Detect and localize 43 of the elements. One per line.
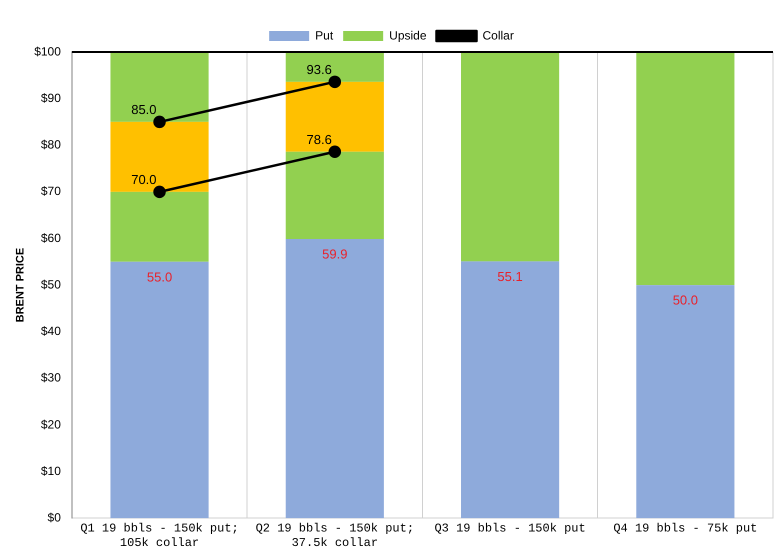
data-label: 70.0 <box>131 172 157 187</box>
y-tick-label: $60 <box>40 230 62 245</box>
y-tick-label: $90 <box>40 90 62 105</box>
bar <box>110 52 209 122</box>
data-label: 50.0 <box>672 292 698 308</box>
bar <box>110 262 209 518</box>
bar <box>636 285 734 518</box>
x-tick-label: Q3 19 bbls - 150k put <box>434 522 586 536</box>
legend-label: Collar <box>482 28 514 42</box>
point <box>153 186 166 198</box>
bar <box>110 122 209 192</box>
x-tick-label: Q1 19 bbls - 150k put; 105k collar <box>80 522 239 550</box>
y-tick-label: $0 <box>48 510 62 525</box>
y-tick-label: $80 <box>40 138 62 152</box>
x-tick-label: Q4 19 bbls - 75k put <box>613 522 758 536</box>
bar <box>286 238 384 518</box>
bar <box>461 52 560 262</box>
bar <box>286 152 384 239</box>
point <box>153 116 166 128</box>
legend-label: Upside <box>389 28 427 42</box>
data-label: 59.9 <box>322 246 348 262</box>
data-label: 78.6 <box>306 132 332 147</box>
point <box>328 146 342 158</box>
y-axis-title: BRENT PRICE <box>14 248 27 322</box>
bar <box>286 82 384 152</box>
bar <box>110 192 209 262</box>
data-label: 85.0 <box>131 102 157 118</box>
y-tick-label: $10 <box>40 464 62 478</box>
point <box>328 76 342 88</box>
y-tick-label: $40 <box>40 324 62 338</box>
y-tick-label: $100 <box>34 44 62 58</box>
bar <box>636 52 734 286</box>
y-tick-label: $20 <box>40 417 62 432</box>
data-label: 55.0 <box>146 269 172 284</box>
bar <box>286 52 384 82</box>
data-label: 93.6 <box>306 62 332 77</box>
y-tick-label: $70 <box>40 184 62 198</box>
legend-label: Put <box>315 28 334 42</box>
x-tick-label: Q2 19 bbls - 150k put; 37.5k collar <box>256 522 414 550</box>
y-tick-label: $30 <box>40 370 62 385</box>
data-label: 55.1 <box>497 268 523 284</box>
y-tick-label: $50 <box>40 277 62 292</box>
bar <box>461 261 560 518</box>
